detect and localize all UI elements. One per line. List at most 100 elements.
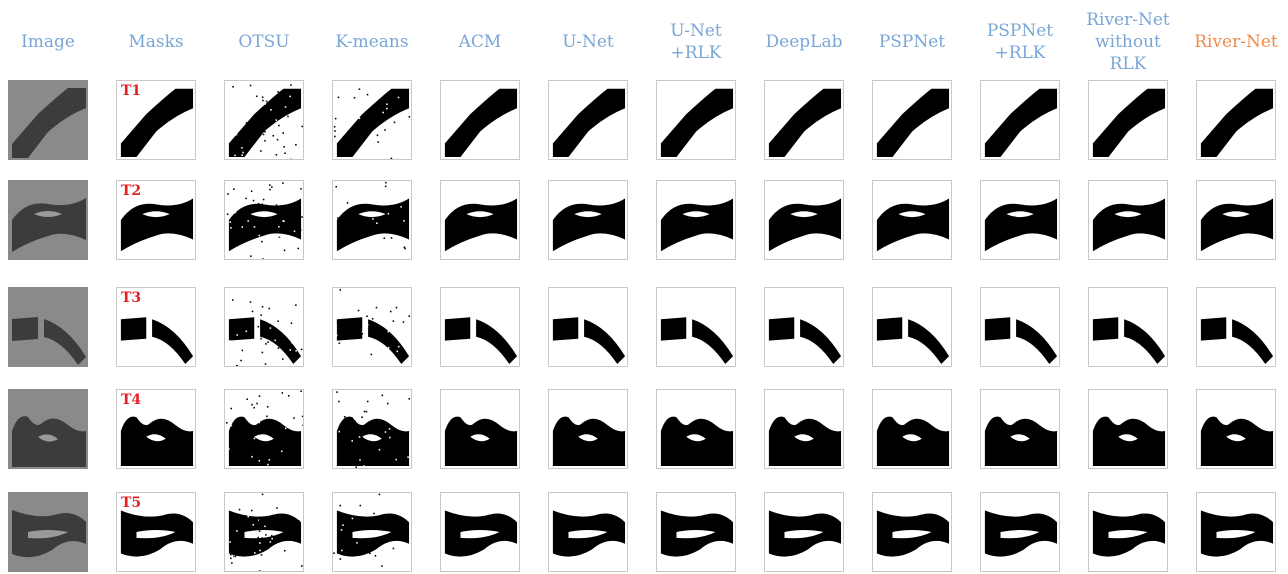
result-cell	[1196, 80, 1276, 160]
source-image	[8, 389, 88, 469]
result-cell: T5	[116, 492, 196, 572]
mask-image	[120, 198, 194, 252]
column-header: River-Net	[1194, 32, 1278, 52]
row-label: T4	[121, 392, 142, 408]
result-cell	[872, 492, 952, 572]
mask-image	[444, 416, 518, 467]
mask-image	[768, 510, 842, 557]
mask-image	[984, 317, 1058, 365]
result-cell: T4	[116, 389, 196, 469]
mask-image	[984, 88, 1058, 158]
result-cell: T2	[116, 180, 196, 260]
mask-image	[768, 88, 842, 158]
image-cell	[8, 492, 88, 572]
result-cell	[1196, 389, 1276, 469]
result-cell	[656, 389, 736, 469]
result-cell	[224, 389, 304, 469]
column-header: Masks	[128, 32, 184, 52]
result-cell	[332, 287, 412, 367]
mask-image	[1200, 510, 1274, 557]
result-cell	[1088, 80, 1168, 160]
result-cell	[440, 287, 520, 367]
source-image	[8, 80, 88, 160]
result-cell: T3	[116, 287, 196, 367]
result-cell	[980, 389, 1060, 469]
mask-image	[228, 82, 303, 159]
result-cell	[764, 80, 844, 160]
result-cell	[224, 287, 304, 367]
result-cell	[872, 287, 952, 367]
mask-image	[552, 510, 626, 557]
mask-image	[228, 297, 303, 366]
image-cell	[8, 80, 88, 160]
result-cell	[440, 180, 520, 260]
mask-image	[1092, 198, 1166, 252]
column-header: PSPNet +RLK	[986, 21, 1054, 63]
result-cell	[764, 287, 844, 367]
mask-image	[1200, 416, 1274, 467]
mask-image	[552, 198, 626, 252]
mask-image	[1200, 317, 1274, 365]
result-cell	[224, 180, 304, 260]
mask-image	[984, 416, 1058, 467]
row-label: T1	[121, 83, 142, 99]
mask-image	[120, 88, 194, 158]
image-cell	[8, 389, 88, 469]
result-cell	[224, 80, 304, 160]
mask-image	[1092, 317, 1166, 365]
result-cell	[872, 389, 952, 469]
result-cell	[764, 389, 844, 469]
result-cell	[224, 492, 304, 572]
mask-image	[120, 510, 194, 557]
row-label: T3	[121, 290, 142, 306]
image-cell	[8, 180, 88, 260]
row-label: T2	[121, 183, 142, 199]
mask-image	[984, 510, 1058, 557]
source-image	[8, 287, 88, 367]
mask-image	[444, 198, 518, 252]
result-cell	[1088, 180, 1168, 260]
mask-image	[660, 88, 734, 158]
column-header: PSPNet	[878, 32, 946, 52]
mask-image	[660, 198, 734, 252]
result-cell	[548, 80, 628, 160]
result-cell: T1	[116, 80, 196, 160]
result-cell	[980, 287, 1060, 367]
result-cell	[548, 287, 628, 367]
mask-image	[660, 510, 734, 557]
mask-image	[226, 181, 303, 259]
mask-image	[1092, 416, 1166, 467]
mask-image	[984, 198, 1058, 252]
result-cell	[656, 80, 736, 160]
result-cell	[656, 492, 736, 572]
result-cell	[764, 492, 844, 572]
mask-image	[876, 88, 950, 158]
result-cell	[548, 492, 628, 572]
result-cell	[656, 180, 736, 260]
mask-image	[444, 317, 518, 365]
result-cell	[332, 389, 412, 469]
mask-image	[768, 317, 842, 365]
result-cell	[872, 180, 952, 260]
mask-image	[225, 390, 303, 468]
mask-image	[660, 416, 734, 467]
result-cell	[1196, 287, 1276, 367]
mask-image	[876, 198, 950, 252]
column-header: U-Net	[562, 32, 614, 52]
result-cell	[332, 180, 412, 260]
result-cell	[440, 492, 520, 572]
mask-image	[333, 83, 411, 159]
mask-image	[876, 317, 950, 365]
mask-image	[876, 416, 950, 467]
row-label: T5	[121, 495, 142, 511]
source-image	[8, 180, 88, 260]
mask-image	[1092, 510, 1166, 557]
column-header: Image	[21, 32, 75, 52]
mask-image	[444, 510, 518, 557]
mask-image	[120, 317, 194, 365]
result-cell	[764, 180, 844, 260]
mask-image	[1200, 198, 1274, 252]
result-cell	[980, 492, 1060, 572]
result-cell	[440, 80, 520, 160]
